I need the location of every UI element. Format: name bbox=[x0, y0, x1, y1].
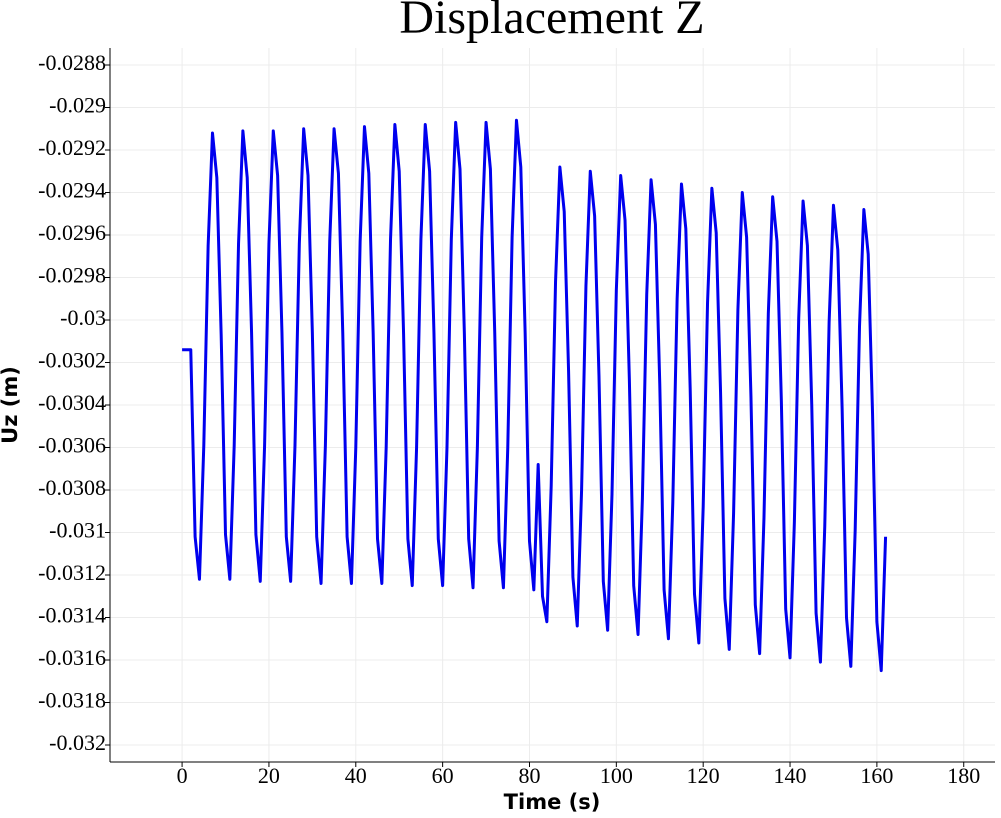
x-tick-label: 120 bbox=[687, 763, 720, 788]
y-tick-label: -0.0292 bbox=[38, 135, 106, 160]
y-tick-label: -0.032 bbox=[49, 730, 106, 755]
y-axis-label: Uz (m) bbox=[0, 366, 22, 444]
x-axis-label: Time (s) bbox=[504, 790, 601, 814]
x-tick-label: 180 bbox=[947, 763, 980, 788]
y-tick-label: -0.0306 bbox=[38, 433, 106, 458]
x-tick-label: 80 bbox=[518, 763, 540, 788]
y-tick-label: -0.0288 bbox=[38, 50, 106, 75]
y-tick-label: -0.031 bbox=[49, 518, 106, 543]
y-tick-label: -0.03 bbox=[60, 305, 106, 330]
y-tick-label: -0.0312 bbox=[38, 560, 106, 585]
x-tick-label: 100 bbox=[600, 763, 633, 788]
y-tick-label: -0.0302 bbox=[38, 348, 106, 373]
y-tick-label: -0.0298 bbox=[38, 263, 106, 288]
y-tick-label: -0.0296 bbox=[38, 220, 106, 245]
y-tick-label: -0.0304 bbox=[38, 390, 106, 415]
y-tick-label: -0.0318 bbox=[38, 688, 106, 713]
x-tick-label: 160 bbox=[860, 763, 893, 788]
x-tick-label: 60 bbox=[432, 763, 454, 788]
y-tick-label: -0.029 bbox=[49, 93, 106, 118]
x-tick-label: 40 bbox=[345, 763, 367, 788]
data-line bbox=[182, 118, 888, 673]
x-tick-label: 20 bbox=[258, 763, 280, 788]
y-tick-label: -0.0316 bbox=[38, 645, 106, 670]
y-tick-label: -0.0294 bbox=[38, 178, 106, 203]
y-tick-label: -0.0314 bbox=[38, 603, 106, 628]
x-tick-label: 140 bbox=[774, 763, 807, 788]
y-tick-label: -0.0308 bbox=[38, 475, 106, 500]
x-tick-label: 0 bbox=[177, 763, 188, 788]
chart-title: Displacement Z bbox=[399, 0, 704, 44]
